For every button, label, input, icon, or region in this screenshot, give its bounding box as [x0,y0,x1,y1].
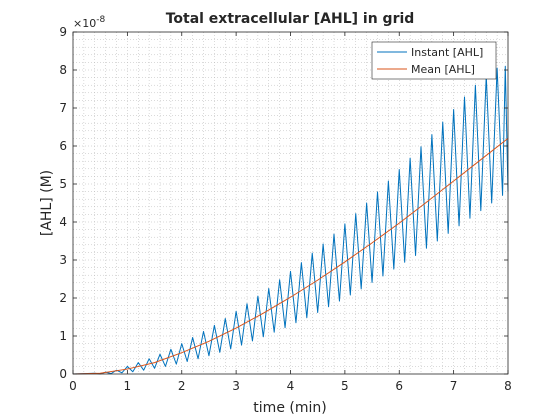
x-tick-label: 6 [395,379,403,393]
x-tick-label: 1 [124,379,132,393]
x-tick-label: 3 [232,379,240,393]
ticks: 0 1 2 3 4 5 6 7 8 0 1 2 3 4 5 6 7 8 9 [59,25,511,393]
series-layer [72,65,509,375]
chart-title: Total extracellular [AHL] in grid [166,11,415,27]
y-axis-label: [AHL] (M) [39,170,55,236]
grid [73,32,508,374]
y-tick-label: 3 [59,253,67,267]
y-tick-label: 0 [59,367,67,381]
y-tick-label: 9 [59,25,67,39]
legend-box [371,41,497,80]
x-tick-label: 8 [504,379,512,393]
x-axis-label: time (min) [253,400,326,416]
x-tick-label: 2 [178,379,186,393]
series-line-mean [72,138,509,375]
x-tick-label: 4 [287,379,295,393]
y-tick-label: 5 [59,177,67,191]
y-tick-label: 7 [59,101,67,115]
y-tick-label: 2 [59,291,67,305]
y-tick-label: 6 [59,139,67,153]
y-exponent-label: ×10-8 [73,15,105,30]
x-tick-label: 5 [341,379,349,393]
y-tick-label: 4 [59,215,67,229]
legend: Instant [AHL] Mean [AHL] [371,41,497,80]
legend-label-mean: Mean [AHL] [411,63,475,76]
x-tick-label: 0 [69,379,77,393]
y-tick-label: 1 [59,329,67,343]
legend-label-instant: Instant [AHL] [411,46,483,59]
y-tick-label: 8 [59,63,67,77]
x-tick-label: 7 [450,379,458,393]
series-line-instant [72,65,509,375]
